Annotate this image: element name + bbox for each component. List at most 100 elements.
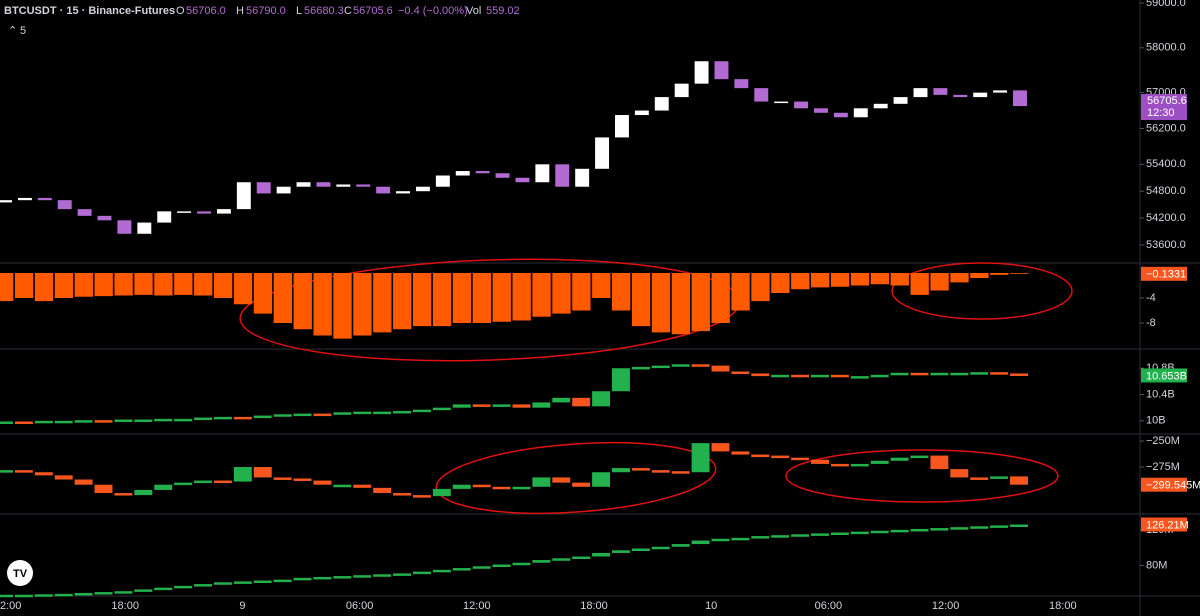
step <box>0 594 13 598</box>
bar <box>731 273 750 311</box>
y-tick-label: 58000.0 <box>1146 42 1186 54</box>
step <box>94 420 113 423</box>
y-tick-label: 54800.0 <box>1146 185 1186 197</box>
bar <box>552 273 571 314</box>
bar <box>0 273 14 302</box>
step <box>293 577 312 581</box>
bar <box>353 273 372 336</box>
step <box>174 482 193 486</box>
step <box>74 420 93 423</box>
step <box>393 573 411 576</box>
step <box>1010 524 1028 528</box>
candle-body <box>555 164 570 187</box>
step <box>512 486 531 490</box>
bar <box>174 273 193 295</box>
bar <box>393 273 412 330</box>
step <box>134 419 153 423</box>
bar <box>512 273 531 321</box>
step <box>174 418 193 422</box>
step <box>572 482 591 487</box>
annotation-ellipse <box>435 441 717 515</box>
candle-body <box>714 61 729 80</box>
step <box>452 568 471 571</box>
h-label: H <box>236 5 244 17</box>
step <box>393 493 411 496</box>
bar <box>691 273 710 332</box>
step <box>970 477 989 480</box>
step <box>134 489 153 496</box>
candle-body <box>57 200 72 210</box>
step <box>850 376 869 379</box>
step <box>830 532 849 536</box>
step <box>273 477 292 480</box>
y-tick-label: 10.4B <box>1146 388 1175 400</box>
o-value: 56706.0 <box>186 5 226 17</box>
y-tick-label: -8 <box>1146 317 1156 329</box>
candle-body <box>754 88 769 102</box>
step <box>870 374 889 378</box>
bar <box>791 273 810 290</box>
indicator-count[interactable]: 5 <box>20 25 26 37</box>
bar <box>990 273 1009 275</box>
candle-body <box>197 211 211 214</box>
candle-body <box>973 92 988 98</box>
step <box>194 584 212 587</box>
bar <box>830 273 850 287</box>
bar <box>612 273 631 311</box>
candle-body <box>256 182 271 194</box>
candle-body <box>933 88 948 95</box>
y-tick-label: 10B <box>1146 415 1166 427</box>
x-tick-label: 9 <box>239 600 245 612</box>
step <box>612 368 630 392</box>
x-tick-label: 12:00 <box>932 600 960 612</box>
step <box>492 486 511 490</box>
step <box>811 459 829 464</box>
bar <box>34 273 54 302</box>
bar <box>194 273 213 296</box>
step <box>0 421 13 424</box>
step <box>950 372 969 376</box>
bar <box>950 273 969 283</box>
step <box>472 484 491 488</box>
step <box>154 418 173 422</box>
step <box>751 536 770 539</box>
step <box>950 469 969 478</box>
bar <box>671 273 691 335</box>
step <box>432 569 451 573</box>
step <box>492 404 511 407</box>
step <box>74 479 93 485</box>
step <box>1010 476 1028 485</box>
y-tick-label: −250M <box>1146 435 1180 447</box>
logo[interactable]: TV <box>7 560 33 586</box>
step <box>830 463 849 467</box>
step <box>14 421 33 424</box>
candle-body <box>674 83 689 98</box>
candle-body <box>137 222 152 234</box>
last-value-box <box>1141 266 1187 281</box>
step <box>811 374 829 378</box>
annotation-ellipse <box>891 262 1073 320</box>
candle-body <box>694 61 709 84</box>
step <box>572 397 591 407</box>
step <box>830 374 849 378</box>
bar <box>572 273 591 311</box>
bar <box>910 273 929 295</box>
candle-body <box>794 101 809 109</box>
step <box>910 528 929 532</box>
last-value: −0.1331 <box>1146 269 1186 281</box>
last-value: −299.545M <box>1146 480 1200 492</box>
step <box>313 576 332 580</box>
candle-body <box>97 215 112 221</box>
step <box>592 552 611 557</box>
y-tick-label: 80M <box>1146 559 1167 571</box>
y-tick-label: 56200.0 <box>1146 122 1186 134</box>
step <box>213 480 232 484</box>
step <box>452 404 471 408</box>
change: −0.4 (−0.00%) <box>398 5 468 17</box>
candle-body <box>993 90 1008 93</box>
indicators-toggle[interactable]: ⌃ <box>8 25 17 37</box>
step <box>930 372 949 376</box>
bar <box>94 273 113 297</box>
candle-body <box>515 177 530 183</box>
